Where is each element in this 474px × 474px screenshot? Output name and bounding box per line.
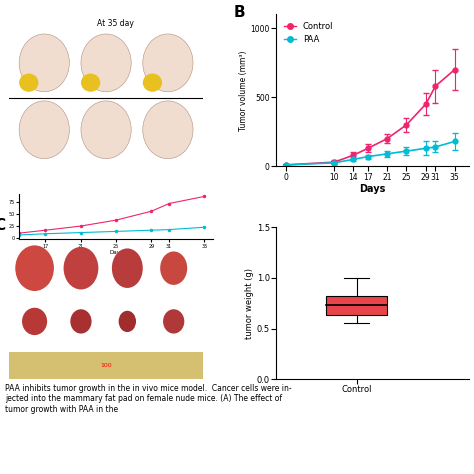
Ellipse shape	[143, 34, 193, 92]
Text: At 35 day: At 35 day	[97, 19, 134, 28]
Ellipse shape	[81, 73, 100, 92]
Ellipse shape	[15, 246, 54, 291]
Ellipse shape	[19, 101, 69, 159]
Ellipse shape	[112, 248, 143, 288]
Ellipse shape	[19, 34, 69, 92]
Bar	[9, 352, 203, 379]
Text: PAA inhibits tumor growth in the in vivo mice model.  Cancer cells were in-
ject: PAA inhibits tumor growth in the in vivo…	[5, 384, 292, 414]
Ellipse shape	[160, 252, 187, 285]
Y-axis label: Tumor volume (mm³): Tumor volume (mm³)	[239, 50, 248, 130]
Y-axis label: tumor weight (g): tumor weight (g)	[245, 268, 254, 338]
Text: 100: 100	[100, 363, 112, 368]
X-axis label: Days: Days	[109, 250, 123, 255]
X-axis label: Days: Days	[359, 184, 386, 194]
Legend: Control, PAA: Control, PAA	[280, 18, 337, 47]
Ellipse shape	[22, 308, 47, 335]
Bar	[326, 296, 387, 315]
Ellipse shape	[19, 73, 38, 92]
Ellipse shape	[70, 309, 91, 334]
Ellipse shape	[143, 73, 162, 92]
Ellipse shape	[163, 309, 184, 334]
Ellipse shape	[81, 34, 131, 92]
Ellipse shape	[81, 101, 131, 159]
Text: B: B	[234, 5, 245, 20]
Text: C: C	[0, 218, 5, 233]
Ellipse shape	[118, 311, 136, 332]
Ellipse shape	[64, 247, 98, 290]
Ellipse shape	[143, 101, 193, 159]
